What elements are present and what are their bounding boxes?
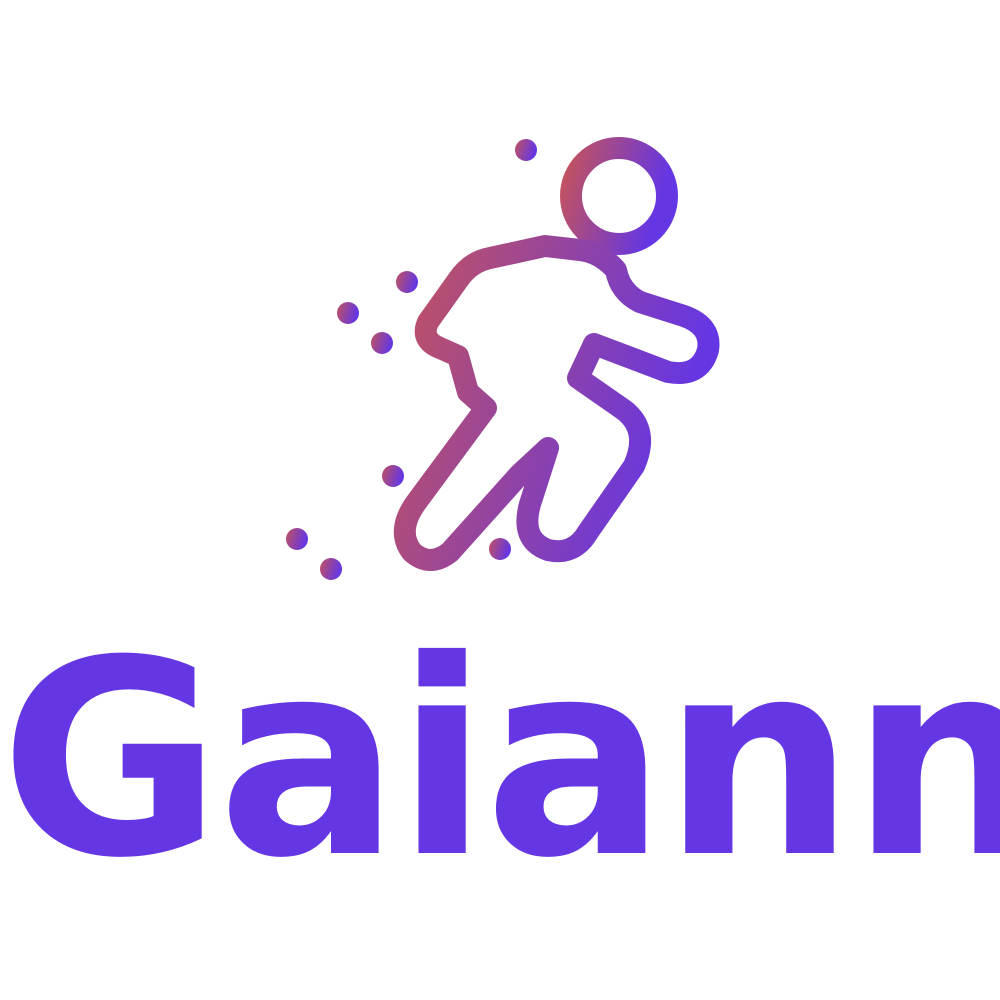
speed-dot [515, 139, 537, 161]
speed-dot [286, 528, 308, 550]
speed-dot [382, 465, 404, 487]
speed-dot [320, 558, 342, 580]
body-outline [393, 235, 720, 571]
running-person-icon [286, 135, 720, 580]
speed-dot [489, 538, 511, 560]
speed-dot [371, 332, 393, 354]
head-outline [560, 137, 678, 255]
speed-dot [396, 271, 418, 293]
speed-dot [337, 302, 359, 324]
brand-name: Gaiann [0, 602, 1000, 917]
